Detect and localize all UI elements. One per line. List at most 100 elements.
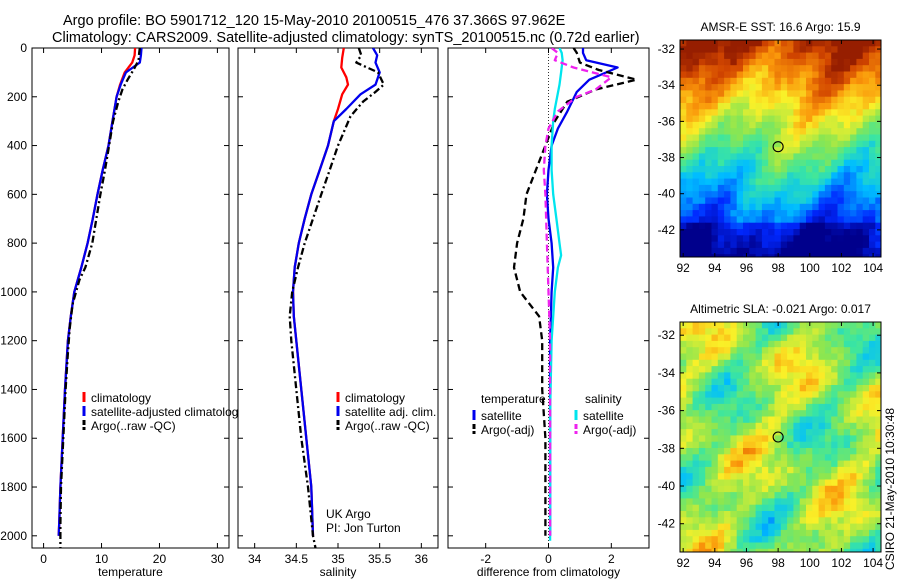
heatmap-cell: [818, 77, 826, 85]
heatmap-cell: [843, 473, 851, 481]
heatmap-cell: [780, 340, 788, 348]
heatmap-cell: [875, 353, 881, 361]
heatmap-cell: [831, 203, 839, 211]
heatmap-cell: [856, 454, 864, 462]
heatmap-cell: [843, 172, 851, 180]
heatmap-cell: [824, 229, 832, 236]
heatmap-cell: [812, 542, 820, 550]
heatmap-cell: [837, 52, 845, 60]
heatmap-cell: [793, 77, 801, 85]
heatmap-cell: [780, 416, 788, 424]
heatmap-cell: [856, 115, 864, 123]
heatmap-cell: [850, 359, 857, 367]
heatmap-cell: [743, 359, 750, 367]
heatmap-cell: [843, 216, 851, 224]
heatmap-cell: [717, 147, 725, 154]
heatmap-cell: [843, 178, 851, 186]
heatmap-cell: [850, 334, 857, 342]
heatmap-cell: [818, 347, 826, 355]
x-tick-label: 35: [331, 552, 345, 566]
heatmap-cell: [768, 191, 776, 199]
heatmap-cell: [787, 460, 794, 468]
heatmap-cell: [780, 103, 788, 110]
heatmap-cell: [724, 492, 731, 499]
heatmap-cell: [698, 498, 706, 506]
heatmap-cell: [761, 40, 769, 47]
heatmap-cell: [818, 247, 826, 255]
heatmap-cell: [780, 159, 788, 167]
heatmap-cell: [749, 517, 757, 525]
heatmap-cell: [806, 71, 813, 79]
heatmap-cell: [831, 121, 839, 129]
heatmap-cell: [686, 40, 694, 47]
heatmap-cell: [869, 473, 876, 481]
heatmap-cell: [806, 90, 813, 98]
heatmap-cell: [812, 359, 820, 367]
heatmap-cell: [787, 548, 794, 552]
heatmap-cell: [780, 166, 788, 173]
heatmap-cell: [768, 140, 776, 148]
heatmap-cell: [755, 71, 763, 79]
heatmap-cell: [768, 40, 776, 47]
heatmap-cell: [787, 77, 794, 85]
heatmap-cell: [806, 334, 813, 342]
heatmap-cell: [686, 58, 694, 66]
heatmap-cell: [793, 178, 801, 186]
heatmap-cell: [698, 542, 706, 550]
heatmap-cell: [831, 241, 839, 249]
heatmap-cell: [711, 71, 719, 79]
heatmap-cell: [755, 96, 763, 104]
heatmap-cell: [698, 328, 706, 336]
heatmap-cell: [824, 441, 832, 449]
heatmap-cell: [774, 328, 782, 336]
heatmap-cell: [787, 372, 794, 380]
heatmap-cell: [793, 536, 801, 544]
heatmap-cell: [793, 216, 801, 224]
heatmap-cell: [736, 65, 744, 73]
y-tick-label: -38: [658, 151, 676, 165]
heatmap-cell: [806, 77, 813, 85]
heatmap-cell: [806, 391, 813, 399]
heatmap-cell: [856, 397, 864, 405]
heatmap-cell: [692, 58, 700, 66]
heatmap-cell: [799, 103, 807, 110]
heatmap-cell: [736, 71, 744, 79]
heatmap-cell: [799, 322, 807, 329]
heatmap-cell: [818, 542, 826, 550]
heatmap-cell: [824, 52, 832, 60]
heatmap-cell: [824, 498, 832, 506]
heatmap-cell: [686, 90, 694, 98]
heatmap-cell: [843, 460, 851, 468]
heatmap-cell: [761, 241, 769, 249]
heatmap-cell: [698, 403, 706, 411]
heatmap-cell: [724, 159, 731, 167]
heatmap-cell: [680, 466, 687, 474]
heatmap-cell: [724, 366, 731, 373]
heatmap-cell: [730, 485, 738, 493]
heatmap-cell: [774, 542, 782, 550]
heatmap-cell: [831, 58, 839, 66]
heatmap-cell: [869, 536, 876, 544]
heatmap-cell: [717, 391, 725, 399]
heatmap-cell: [768, 178, 776, 186]
heatmap-cell: [780, 121, 788, 129]
heatmap-cell: [799, 203, 807, 211]
heatmap-cell: [743, 347, 750, 355]
heatmap-cell: [774, 353, 782, 361]
heatmap-cell: [806, 353, 813, 361]
heatmap-cell: [875, 134, 881, 142]
heatmap-cell: [686, 536, 694, 544]
heatmap-cell: [749, 247, 757, 255]
heatmap-cell: [686, 203, 694, 211]
heatmap-cell: [831, 90, 839, 98]
heatmap-cell: [850, 328, 857, 336]
heatmap-cell: [850, 254, 857, 257]
heatmap-cell: [831, 391, 839, 399]
heatmap-cell: [705, 121, 713, 129]
heatmap-cell: [875, 473, 881, 481]
heatmap-cell: [793, 498, 801, 506]
heatmap-cell: [749, 322, 757, 329]
heatmap-cell: [824, 542, 832, 550]
heatmap-cell: [698, 254, 706, 257]
heatmap-cell: [862, 134, 870, 142]
